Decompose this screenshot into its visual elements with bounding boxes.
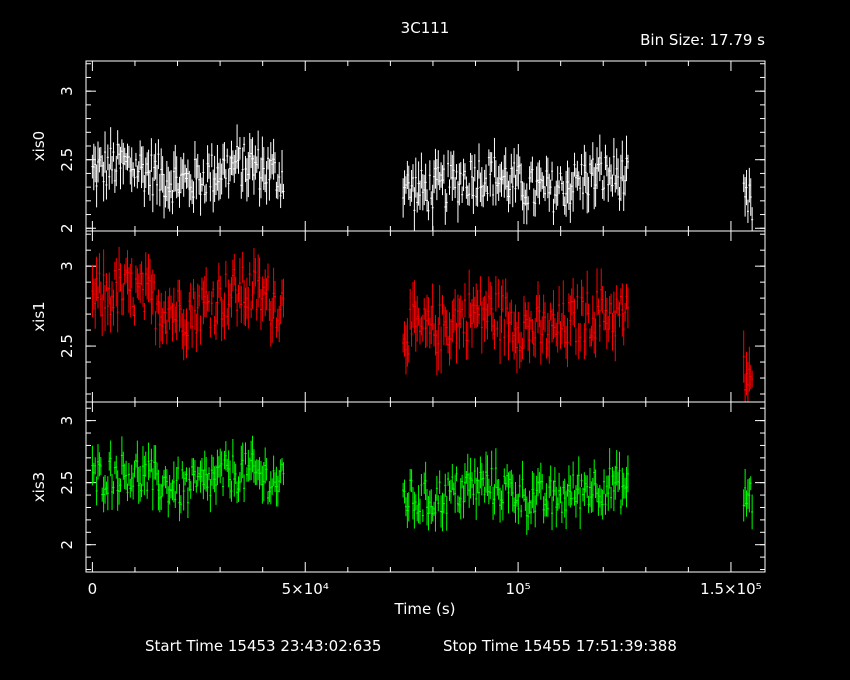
- x-tick-label: 10⁵: [506, 580, 531, 598]
- y-tick-label: 2.5: [58, 471, 76, 495]
- y-tick-label: 2.5: [58, 334, 76, 358]
- x-tick-label: 1.5×10⁵: [700, 580, 762, 598]
- y-tick-label: 3: [58, 86, 76, 96]
- panel-frame: [85, 60, 766, 232]
- panel-xis0: 2 2.5 3 xis0: [30, 60, 766, 233]
- y-axis-label: xis0: [30, 131, 48, 161]
- series-xis0: [91, 124, 754, 231]
- stop-time-label: Stop Time 15455 17:51:39:388: [443, 637, 677, 655]
- x-tick-label: 5×10⁴: [282, 580, 329, 598]
- y-tick-label: 2: [58, 540, 76, 550]
- series-xis3: [91, 435, 754, 535]
- y-axis-label: xis3: [30, 472, 48, 502]
- panel-frame: [85, 401, 766, 573]
- x-axis: 0 5×10⁴ 10⁵ 1.5×10⁵: [88, 580, 762, 598]
- chart-title: 3C111: [401, 19, 450, 37]
- start-time-label: Start Time 15453 23:43:02:635: [145, 637, 381, 655]
- y-tick-label: 3: [58, 261, 76, 271]
- panel-xis1: 2.5 3 xis1: [30, 230, 766, 403]
- y-tick-label: 2: [58, 223, 76, 233]
- bin-size-label: Bin Size: 17.79 s: [640, 31, 765, 49]
- x-axis-label: Time (s): [394, 600, 456, 618]
- panels-group: 2 2.5 3 xis0 2.5 3 xis1 2 2.5 3 xis3: [30, 60, 766, 573]
- series-xis1: [91, 246, 754, 402]
- y-tick-label: 2.5: [58, 148, 76, 172]
- panel-xis3: 2 2.5 3 xis3: [30, 401, 766, 573]
- x-tick-label: 0: [88, 580, 98, 598]
- y-tick-label: 3: [58, 416, 76, 426]
- y-axis-label: xis1: [30, 301, 48, 331]
